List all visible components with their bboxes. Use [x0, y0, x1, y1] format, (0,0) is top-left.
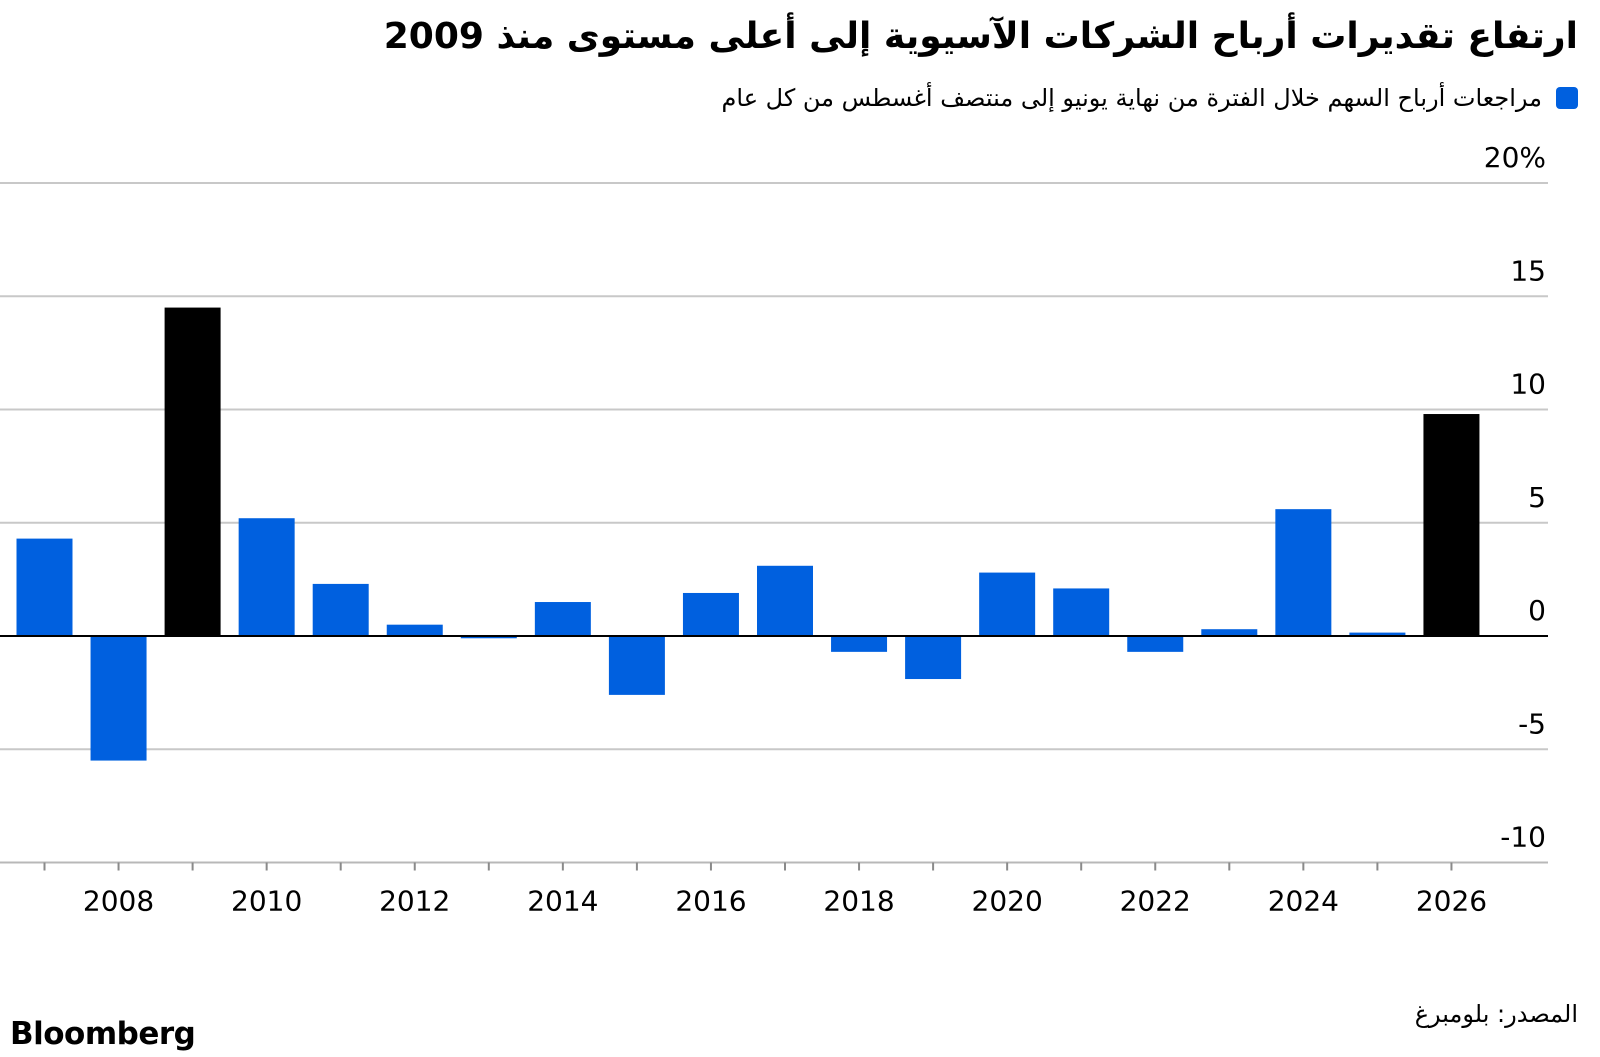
legend: مراجعات أرباح السهم خلال الفترة من نهاية… — [722, 84, 1578, 112]
y-tick-label: -10 — [1500, 821, 1546, 854]
y-tick-label: 15 — [1510, 254, 1546, 287]
bar — [16, 538, 73, 636]
y-tick-label: 20% — [1484, 141, 1546, 174]
x-tick-label: 2018 — [823, 885, 894, 918]
bar — [1127, 636, 1184, 652]
bar — [386, 624, 443, 636]
bar — [905, 636, 962, 680]
y-tick-label: 10 — [1510, 368, 1546, 401]
bar — [90, 636, 147, 761]
x-tick-label: 2026 — [1416, 885, 1487, 918]
x-tick-label: 2022 — [1120, 885, 1191, 918]
bar — [164, 307, 221, 636]
y-tick-label: 0 — [1528, 594, 1546, 627]
bar — [238, 518, 295, 636]
tick-labels: 20% 15 10 5 0 -5 -10 2008 2010 2012 2014 2016 2018 20… — [83, 141, 1546, 918]
bar — [1201, 629, 1258, 636]
bar — [979, 572, 1036, 636]
legend-label: مراجعات أرباح السهم خلال الفترة من نهاية… — [721, 84, 1542, 112]
bloomberg-logo: Bloomberg — [10, 1016, 196, 1052]
bar — [1423, 414, 1480, 636]
bars — [16, 307, 1480, 761]
bar — [460, 636, 517, 639]
y-tick-label: -5 — [1518, 707, 1546, 740]
bar — [1349, 632, 1406, 636]
source-note: المصدر: بلومبرغ — [1414, 1000, 1578, 1028]
y-tick-label: 5 — [1528, 481, 1546, 514]
x-tick-label: 2024 — [1268, 885, 1339, 918]
x-tick-label: 2014 — [527, 885, 598, 918]
x-tick-label: 2016 — [675, 885, 746, 918]
bar — [608, 636, 665, 695]
x-axis — [0, 635, 1548, 871]
bar — [312, 583, 369, 636]
bar — [1053, 588, 1110, 636]
x-tick-label: 2020 — [972, 885, 1043, 918]
legend-swatch — [1556, 87, 1578, 109]
x-tick-label: 2012 — [379, 885, 450, 918]
bar-chart: 20% 15 10 5 0 -5 -10 2008 2010 2012 2014 2016 2018 20… — [0, 141, 1548, 918]
bar — [757, 565, 813, 636]
bar — [682, 592, 739, 636]
x-tick-label: 2010 — [231, 885, 302, 918]
bar — [534, 602, 591, 636]
bar — [1275, 509, 1332, 636]
bar — [831, 636, 888, 652]
chart-title: ارتفاع تقديرات أرباح الشركات الآسيوية إل… — [383, 16, 1578, 57]
x-tick-label: 2008 — [83, 885, 154, 918]
